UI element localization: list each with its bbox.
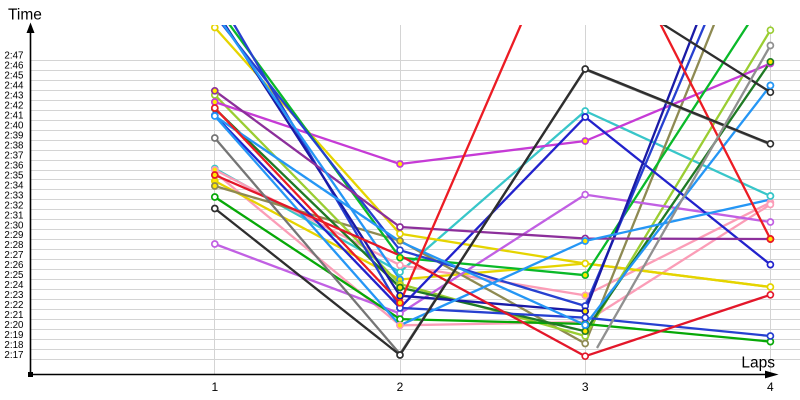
svg-text:2:45: 2:45 <box>4 71 24 82</box>
svg-text:2:44: 2:44 <box>4 81 24 92</box>
svg-text:2:40: 2:40 <box>4 121 24 132</box>
svg-text:2:21: 2:21 <box>4 310 23 321</box>
svg-text:2:34: 2:34 <box>4 180 24 191</box>
svg-text:2:26: 2:26 <box>4 260 24 271</box>
svg-text:Laps: Laps <box>741 355 775 372</box>
svg-text:Time: Time <box>8 7 42 24</box>
svg-text:2:17: 2:17 <box>4 350 23 361</box>
svg-text:2:28: 2:28 <box>4 240 24 251</box>
svg-text:3: 3 <box>582 380 589 394</box>
svg-text:2:39: 2:39 <box>4 130 23 141</box>
svg-text:2:23: 2:23 <box>4 290 24 301</box>
svg-text:2:47: 2:47 <box>4 51 23 62</box>
svg-text:2:41: 2:41 <box>4 111 23 122</box>
svg-text:1: 1 <box>211 380 218 394</box>
svg-text:4: 4 <box>767 380 774 394</box>
svg-text:2:27: 2:27 <box>4 250 23 261</box>
svg-text:2:19: 2:19 <box>4 330 23 341</box>
svg-text:2:37: 2:37 <box>4 150 23 161</box>
svg-text:2:25: 2:25 <box>4 270 24 281</box>
svg-text:2:33: 2:33 <box>4 190 24 201</box>
svg-text:2:31: 2:31 <box>4 210 23 221</box>
svg-text:2:36: 2:36 <box>4 160 24 171</box>
svg-text:2:18: 2:18 <box>4 340 24 351</box>
svg-text:2:35: 2:35 <box>4 170 24 181</box>
svg-text:2:46: 2:46 <box>4 61 24 72</box>
svg-text:2:42: 2:42 <box>4 101 23 112</box>
svg-text:2:22: 2:22 <box>4 300 23 311</box>
svg-text:2:29: 2:29 <box>4 230 23 241</box>
svg-text:2:24: 2:24 <box>4 280 24 291</box>
svg-text:2:32: 2:32 <box>4 200 23 211</box>
svg-text:2:20: 2:20 <box>4 320 24 331</box>
svg-text:2:30: 2:30 <box>4 220 24 231</box>
svg-text:2:43: 2:43 <box>4 91 24 102</box>
svg-text:2: 2 <box>397 380 404 394</box>
svg-text:2:38: 2:38 <box>4 140 24 151</box>
